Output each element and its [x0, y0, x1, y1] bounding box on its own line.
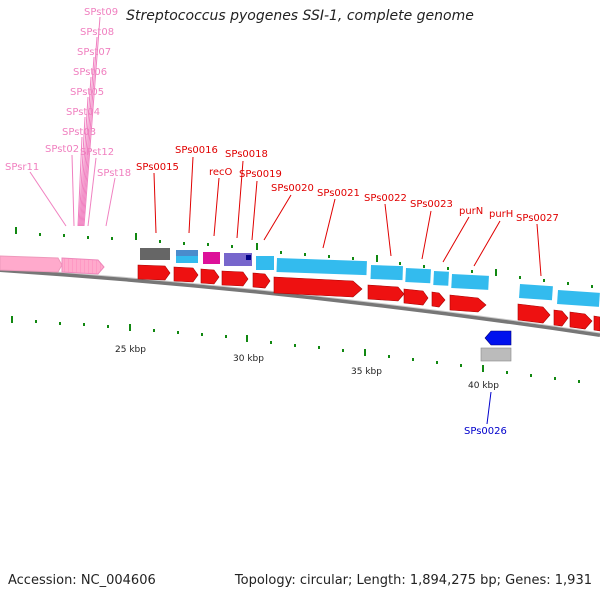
- gene-label-spsr0019: SPs0019: [239, 169, 282, 180]
- accession-text: Accession: NC_004606: [8, 573, 156, 588]
- gene-spsr0021: [276, 258, 367, 276]
- gene-spsr0023: [405, 268, 431, 284]
- map-title: Streptococcus pyogenes SSI-1, complete g…: [126, 8, 474, 24]
- rna-label-spst06: SPst06: [73, 67, 107, 78]
- cds-0019: [252, 272, 271, 289]
- gene-spsr0027-b: [557, 290, 600, 307]
- rna-features: [0, 255, 105, 275]
- gene-label-spsr0015: SPs0015: [136, 162, 179, 173]
- scale-label-30kbp: 30 kbp: [233, 354, 264, 364]
- rna-label-spst02: SPst02: [45, 144, 79, 155]
- cds-0016: [173, 266, 199, 283]
- rna-label-spst09: SPst09: [84, 7, 118, 18]
- gene-spsr0015: [140, 248, 170, 260]
- minus-label-leader: [486, 391, 492, 425]
- gene-label-spsr0021: SPs0021: [317, 188, 360, 199]
- rna-label-spsr11: SPsr11: [5, 162, 39, 173]
- rna-label-spst03: SPst03: [62, 127, 96, 138]
- rna-label-spst12: SPst12: [80, 147, 114, 158]
- gene-spsr0018: [224, 253, 252, 266]
- gene-label-spsr0027: SPs0027: [516, 213, 559, 224]
- cds-0027-a: [517, 303, 551, 324]
- cds-0027-c: [569, 311, 593, 330]
- scale-label-25kbp: 25 kbp: [115, 345, 146, 355]
- minus-label-spsr0026: SPs0026: [464, 426, 507, 437]
- gene-label-spsr0016: SPs0016: [175, 145, 218, 156]
- gene-label-reco: recO: [209, 167, 233, 178]
- cds-0027-b: [553, 309, 569, 327]
- rna-label-spst04: SPst04: [66, 107, 100, 118]
- gene-purh: [451, 273, 489, 290]
- cds-0026: [484, 330, 512, 346]
- genome-backbone: [0, 268, 600, 337]
- scale-label-40kbp: 40 kbp: [468, 381, 499, 391]
- rna-label-spst07: SPst07: [77, 47, 111, 58]
- gene-spsr0019: [246, 255, 251, 260]
- gene-labels: SPs0015 SPs0016 recO SPs0018 SPs0019 SPs…: [136, 145, 559, 224]
- cds-purn: [431, 291, 446, 308]
- lower-ticks: [11, 316, 580, 383]
- cds-0022: [367, 284, 405, 302]
- cds-0021: [273, 276, 363, 298]
- gene-label-spsr0022: SPs0022: [364, 193, 407, 204]
- gene-0026: [480, 347, 512, 362]
- rna-label-leaders: [29, 16, 116, 227]
- minus-strand-features: [480, 330, 512, 362]
- rrna-arrow: [0, 255, 63, 273]
- cds-purh: [449, 294, 487, 313]
- scale-labels: 25 kbp 30 kbp 35 kbp 40 kbp: [115, 345, 499, 391]
- gene-spsr0020: [256, 256, 274, 270]
- cds-0015: [137, 264, 171, 281]
- gene-reco: [203, 252, 220, 264]
- scale-label-35kbp: 35 kbp: [351, 367, 382, 377]
- gene-label-leaders: [153, 156, 542, 277]
- cds-reco: [200, 268, 220, 285]
- cds-0018: [221, 270, 249, 287]
- gene-spsr0016-a: [176, 250, 198, 256]
- gene-label-purh: purH: [489, 209, 513, 220]
- cds-0027-d: [593, 315, 600, 332]
- rna-label-spst18: SPst18: [97, 168, 131, 179]
- genome-summary-text: Topology: circular; Length: 1,894,275 bp…: [234, 573, 592, 588]
- gene-spsr0027-a: [519, 283, 553, 301]
- gene-label-spsr0023: SPs0023: [410, 199, 453, 210]
- gene-label-spsr0018: SPs0018: [225, 149, 268, 160]
- rna-label-spst08: SPst08: [80, 27, 114, 38]
- upper-ticks: [15, 227, 593, 288]
- rna-label-spst05: SPst05: [70, 87, 104, 98]
- gene-track: [140, 248, 600, 307]
- trna-cluster: [61, 257, 105, 275]
- cds-track: [137, 264, 600, 332]
- gene-label-purn: purN: [459, 206, 483, 217]
- rna-labels: SPst09 SPst08 SPst07 SPst06 SPst05 SPst0…: [5, 7, 131, 179]
- gene-purn: [433, 271, 449, 286]
- cds-0023: [403, 288, 429, 306]
- gene-spsr0022: [370, 265, 403, 281]
- gene-label-spsr0020: SPs0020: [271, 183, 314, 194]
- gene-spsr0016-b: [176, 256, 198, 263]
